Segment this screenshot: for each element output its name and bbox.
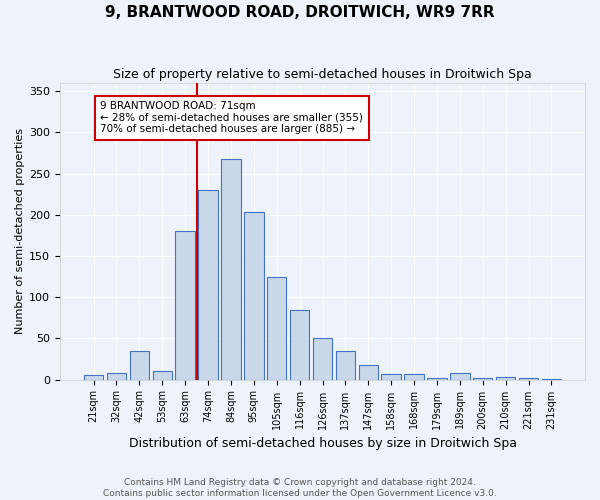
Bar — [290, 310, 310, 380]
Bar — [382, 374, 401, 380]
Bar — [313, 338, 332, 380]
Bar — [107, 373, 126, 380]
Bar — [427, 378, 446, 380]
Bar — [359, 364, 378, 380]
Bar — [404, 374, 424, 380]
Text: Contains HM Land Registry data © Crown copyright and database right 2024.
Contai: Contains HM Land Registry data © Crown c… — [103, 478, 497, 498]
Bar — [221, 159, 241, 380]
Bar — [199, 190, 218, 380]
Bar — [175, 232, 195, 380]
Text: 9 BRANTWOOD ROAD: 71sqm
← 28% of semi-detached houses are smaller (355)
70% of s: 9 BRANTWOOD ROAD: 71sqm ← 28% of semi-de… — [100, 101, 364, 134]
Bar — [335, 350, 355, 380]
Y-axis label: Number of semi-detached properties: Number of semi-detached properties — [15, 128, 25, 334]
Bar — [473, 378, 493, 380]
Bar — [450, 373, 470, 380]
Bar — [130, 350, 149, 380]
Bar — [496, 377, 515, 380]
Bar — [152, 372, 172, 380]
Bar — [244, 212, 263, 380]
Bar — [84, 376, 103, 380]
Bar — [519, 378, 538, 380]
Title: Size of property relative to semi-detached houses in Droitwich Spa: Size of property relative to semi-detach… — [113, 68, 532, 80]
Bar — [542, 378, 561, 380]
X-axis label: Distribution of semi-detached houses by size in Droitwich Spa: Distribution of semi-detached houses by … — [128, 437, 517, 450]
Text: 9, BRANTWOOD ROAD, DROITWICH, WR9 7RR: 9, BRANTWOOD ROAD, DROITWICH, WR9 7RR — [105, 5, 495, 20]
Bar — [267, 276, 286, 380]
